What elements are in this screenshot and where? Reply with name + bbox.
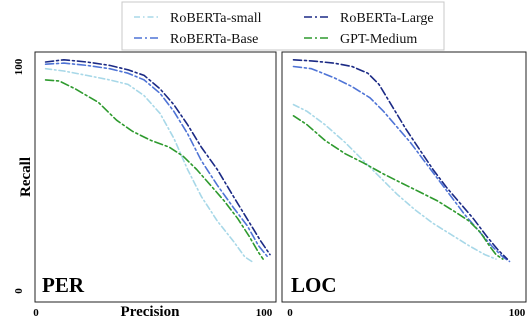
series-line-loc-gpt-medium <box>292 115 504 260</box>
y-axis-label: Recall <box>18 157 34 197</box>
panel-label-per: PER <box>42 273 85 297</box>
legend-label-roberta-large: RoBERTa-Large <box>340 11 434 26</box>
legend-item-roberta-large: RoBERTa-Large <box>304 11 434 26</box>
legend-item-roberta-small: RoBERTa-small <box>134 11 262 26</box>
x-tick-label-loc-100: 100 <box>509 307 526 319</box>
series-line-loc-roberta-base <box>292 65 511 263</box>
panel-frame-loc <box>281 51 527 303</box>
legend-label-roberta-small: RoBERTa-small <box>170 11 262 26</box>
series-line-per-gpt-medium <box>44 79 264 260</box>
panel-loc: LOC 0 100 <box>281 51 527 319</box>
legend-item-gpt-medium: GPT-Medium <box>304 32 417 47</box>
y-tick-label-0: 0 <box>13 288 25 294</box>
legend: RoBERTa-small RoBERTa-Base RoBERTa-Large GP… <box>121 1 445 51</box>
legend-label-roberta-base: RoBERTa-Base <box>170 32 258 47</box>
legend-item-roberta-base: RoBERTa-Base <box>134 32 258 47</box>
series-line-loc-roberta-small <box>292 103 497 260</box>
x-tick-label-per-100: 100 <box>256 307 273 319</box>
series-line-per-roberta-large <box>44 59 271 256</box>
x-tick-label-per-0: 0 <box>33 307 39 319</box>
panel-label-loc: LOC <box>291 273 337 297</box>
series-line-per-roberta-base <box>44 62 269 258</box>
legend-box <box>121 1 445 51</box>
series-line-loc-roberta-large <box>292 59 509 260</box>
x-tick-label-loc-0: 0 <box>287 307 293 319</box>
x-axis-label: Precision <box>121 304 181 320</box>
panel-frame-per <box>34 51 277 303</box>
series-line-per-roberta-small <box>44 67 253 263</box>
y-tick-label-100: 100 <box>13 58 25 75</box>
legend-label-gpt-medium: GPT-Medium <box>340 32 417 47</box>
